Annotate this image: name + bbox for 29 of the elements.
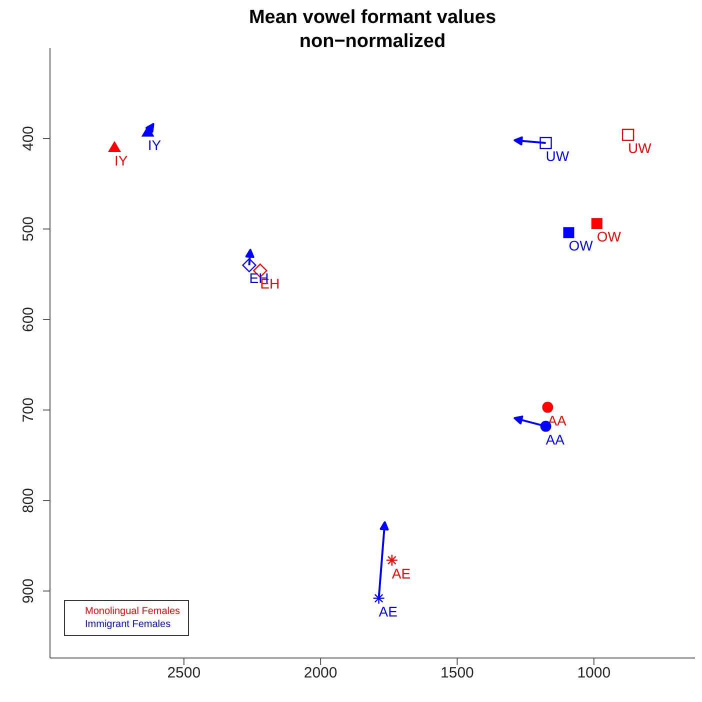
x-tick-label: 1000	[577, 664, 611, 682]
text: Monolingual Females	[85, 605, 180, 618]
point	[563, 227, 574, 238]
data-label: AE	[392, 565, 411, 582]
point	[542, 402, 554, 413]
data-label: OW	[596, 228, 622, 245]
y-tick-label: 600	[20, 307, 37, 332]
point	[591, 218, 602, 230]
point	[108, 141, 121, 152]
data-label: IY	[148, 137, 162, 154]
data-label: AE	[378, 603, 398, 620]
x-tick-label: 2500	[167, 664, 201, 682]
chart-title: Mean vowel formant values	[248, 6, 498, 30]
y-tick-label: 800	[20, 488, 37, 514]
point	[540, 136, 552, 150]
data-label: UW	[546, 148, 570, 164]
y-tick-label: 700	[20, 398, 37, 423]
x-tick-label: 1500	[440, 664, 474, 682]
point	[622, 128, 634, 141]
data-label: OW	[568, 238, 594, 254]
data-label: UW	[628, 140, 652, 156]
data-label: AA	[546, 431, 566, 448]
data-label: IY	[114, 152, 128, 169]
text: Immigrant Females	[85, 618, 172, 631]
chart-subtitle: non−normalized	[298, 30, 447, 54]
x-tick-label: 2000	[304, 664, 338, 682]
y-tick-label: 900	[20, 578, 37, 604]
y-tick-label: 500	[20, 216, 37, 242]
y-tick-label: 400	[20, 126, 37, 152]
